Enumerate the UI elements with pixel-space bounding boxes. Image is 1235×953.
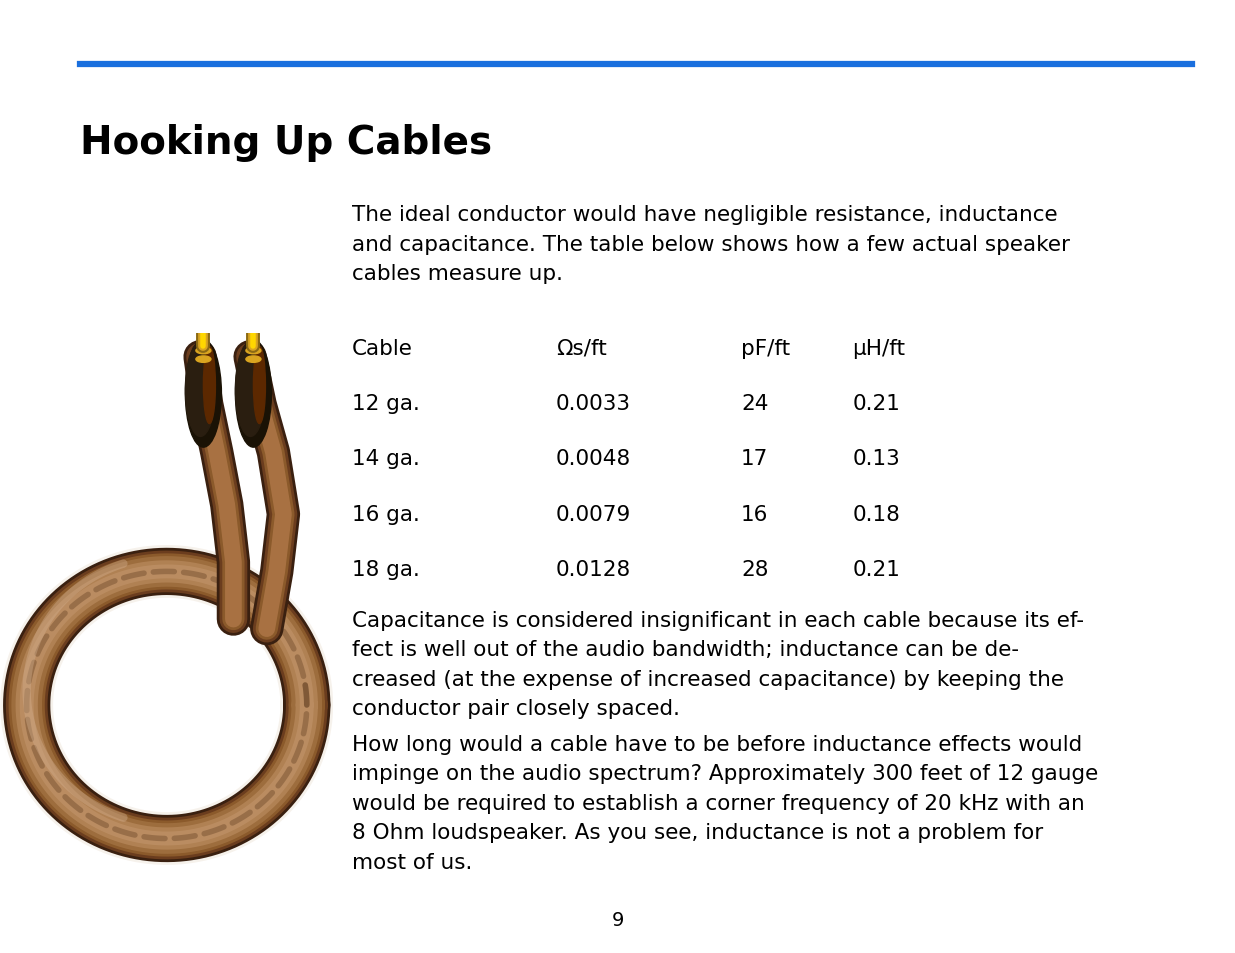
Text: 0.0033: 0.0033	[556, 394, 631, 414]
Ellipse shape	[196, 348, 211, 355]
Text: 16: 16	[741, 504, 768, 524]
Ellipse shape	[253, 347, 266, 424]
Ellipse shape	[246, 348, 261, 355]
Text: Hooking Up Cables: Hooking Up Cables	[80, 124, 493, 162]
Text: The ideal conductor would have negligible resistance, inductance
and capacitance: The ideal conductor would have negligibl…	[352, 205, 1070, 284]
Ellipse shape	[236, 340, 272, 448]
Text: 17: 17	[741, 449, 768, 469]
Ellipse shape	[185, 343, 215, 436]
Text: 0.0048: 0.0048	[556, 449, 631, 469]
Text: 0.0079: 0.0079	[556, 504, 631, 524]
Text: 0.0128: 0.0128	[556, 559, 631, 579]
Ellipse shape	[236, 343, 266, 436]
Text: 24: 24	[741, 394, 768, 414]
Text: 18 ga.: 18 ga.	[352, 559, 420, 579]
Text: 0.21: 0.21	[852, 394, 900, 414]
Text: 28: 28	[741, 559, 768, 579]
Text: 16 ga.: 16 ga.	[352, 504, 420, 524]
Text: 0.18: 0.18	[852, 504, 900, 524]
Ellipse shape	[185, 340, 221, 448]
Text: μH/ft: μH/ft	[852, 338, 905, 358]
Text: pF/ft: pF/ft	[741, 338, 790, 358]
Text: 12 ga.: 12 ga.	[352, 394, 420, 414]
Text: 14 ga.: 14 ga.	[352, 449, 420, 469]
Ellipse shape	[114, 820, 240, 848]
Text: 9: 9	[611, 910, 624, 929]
Text: Ωs/ft: Ωs/ft	[556, 338, 606, 358]
Text: How long would a cable have to be before inductance effects would
impinge on the: How long would a cable have to be before…	[352, 734, 1098, 872]
Ellipse shape	[204, 347, 215, 424]
Ellipse shape	[246, 356, 261, 363]
Text: Cable: Cable	[352, 338, 412, 358]
Text: 0.13: 0.13	[852, 449, 900, 469]
Ellipse shape	[196, 356, 211, 363]
Text: Capacitance is considered insignificant in each cable because its ef-
fect is we: Capacitance is considered insignificant …	[352, 610, 1084, 719]
Text: 0.21: 0.21	[852, 559, 900, 579]
